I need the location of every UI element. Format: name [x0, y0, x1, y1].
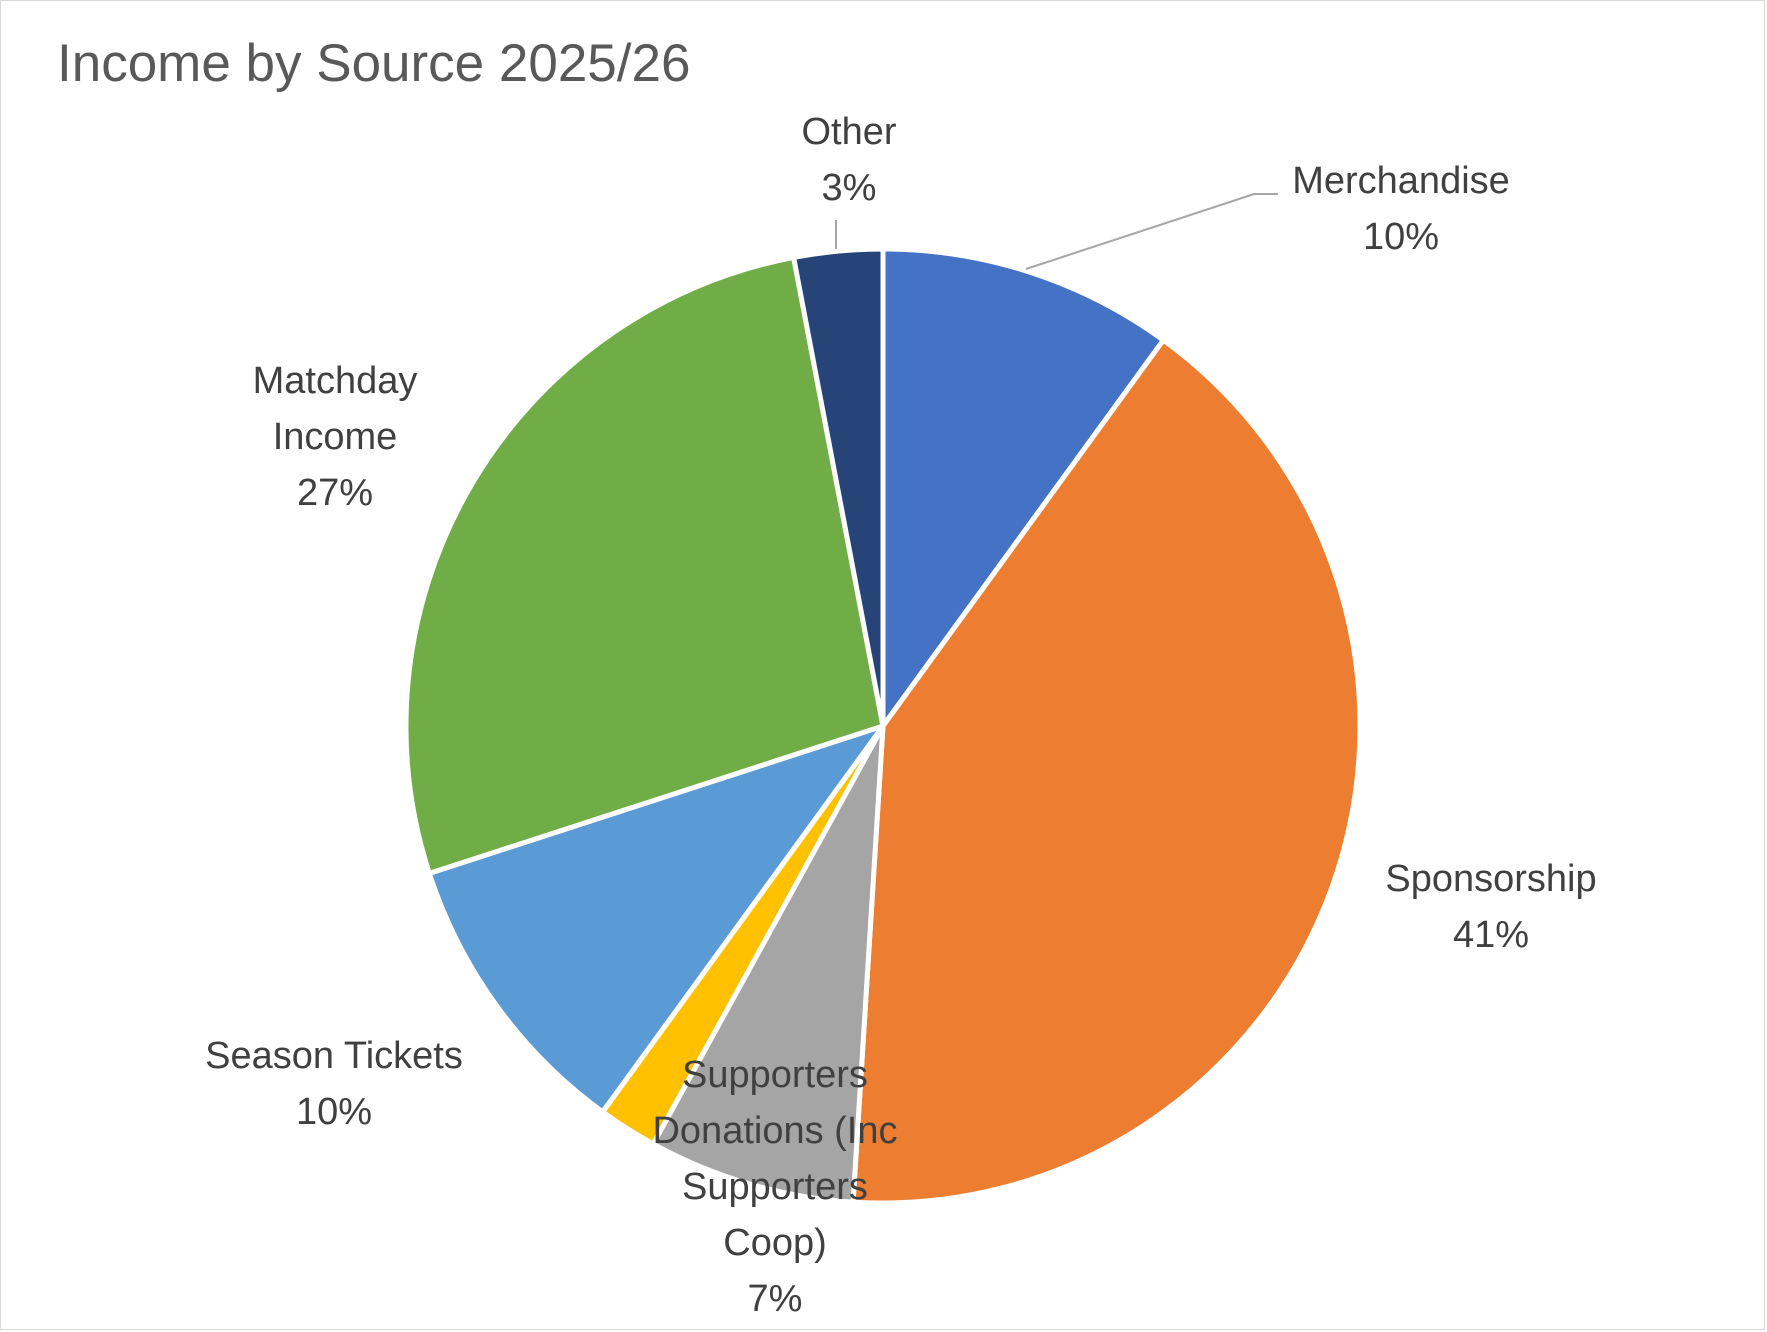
chart-title: Income by Source 2025/26 [57, 34, 690, 93]
leader-line-merchandise [1025, 193, 1278, 270]
data-label-other: Other 3% [801, 111, 896, 209]
pie-slices [403, 246, 1363, 1206]
data-label-sponsorship: Sponsorship 41% [1385, 858, 1596, 956]
slice-sponsorship [850, 337, 1363, 1206]
slice-merchandise [880, 246, 1166, 729]
data-label-supporters-donations-inc-supporters-coop: Supporters Donations (Inc Supporters Coop) 7… [652, 1054, 897, 1320]
data-label-season-tickets: Season Tickets 10% [205, 1035, 463, 1133]
slice-matchday-income [403, 254, 886, 876]
slice-other [791, 246, 886, 729]
slice-supporters-donations-inc-supporters-coop [650, 723, 886, 1205]
leader-lines [835, 193, 1278, 270]
data-label-merchandise: Merchandise 10% [1292, 160, 1510, 258]
data-label-matchday-income: Matchday Income 27% [253, 360, 418, 514]
slice-season-tickets [426, 723, 886, 1115]
data-labels: Merchandise 10% Sponsorship 41% Supporters Do… [205, 111, 1596, 1320]
